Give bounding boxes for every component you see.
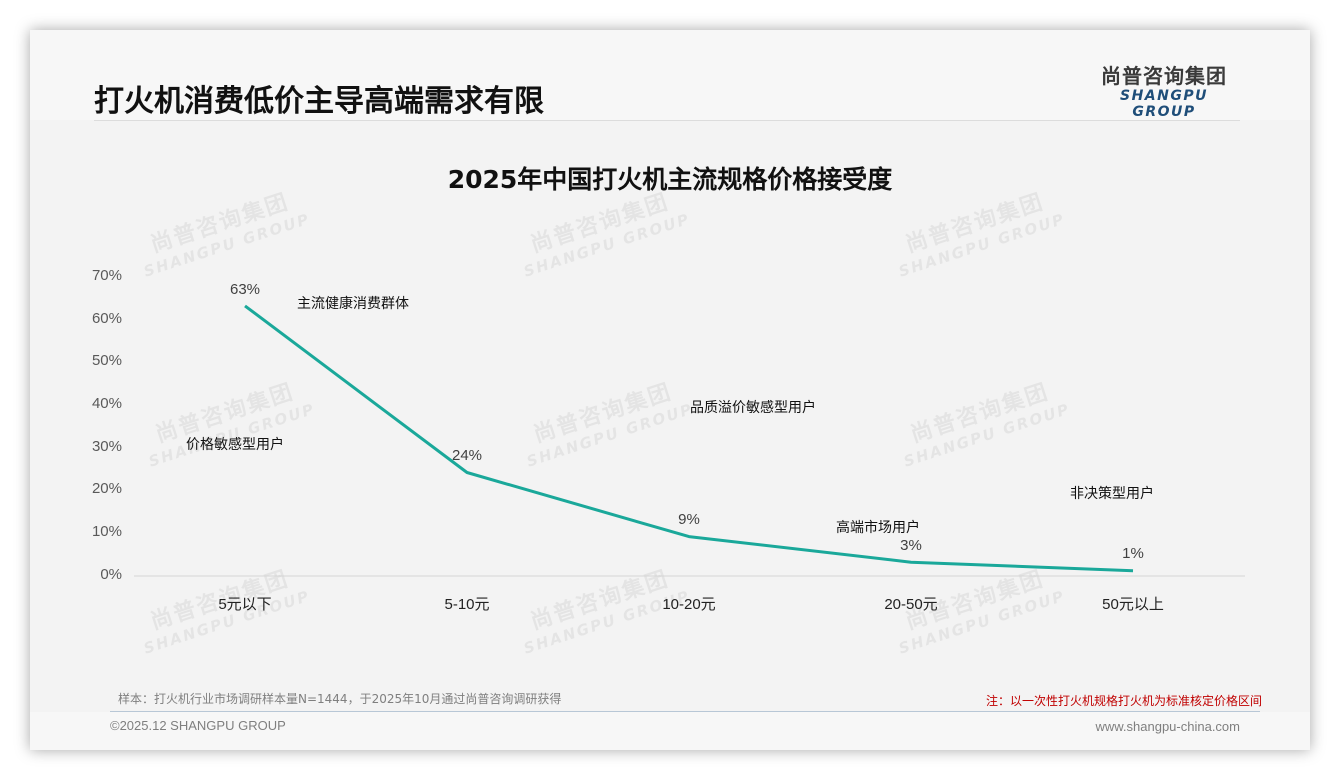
logo-en-text: SHANGPU GROUP [1120,88,1208,120]
series-line [244,304,1134,573]
y-tick: 30% [91,438,122,455]
copyright: ©2025.12 SHANGPU GROUP [110,718,286,733]
y-tick: 50% [91,352,122,369]
data-label: 63% [229,281,261,298]
sample-note: 样本：打火机行业市场调研样本量N=1444，于2025年10月通过尚普咨询调研获… [118,692,562,706]
footer-band [30,712,1310,750]
x-tick: 5-10元 [444,596,490,613]
chart-title: 2025年中国打火机主流规格价格接受度 [447,165,893,194]
header-band [30,30,1310,120]
company-logo: 尚普咨询集团 SHANGPU GROUP [1088,64,1240,120]
title-divider [94,120,1240,121]
annotation-mainstream: 主流健康消费群体 [297,296,409,312]
website-link[interactable]: www.shangpu-china.com [1095,719,1240,734]
data-label: 1% [1122,545,1144,562]
page-title: 打火机消费低价主导高端需求有限 [94,84,544,119]
y-tick: 20% [91,480,122,497]
annotation-high-end: 高端市场用户 [836,520,920,536]
annotation-non-decision: 非决策型用户 [1070,486,1154,502]
price-range-note: 注：以一次性打火机规格打火机为标准核定价格区间 [985,694,1262,708]
y-tick: 10% [91,523,122,540]
y-tick: 70% [91,267,122,284]
y-tick: 0% [100,566,122,583]
data-label: 3% [900,537,922,554]
data-label: 9% [678,511,700,528]
y-tick: 40% [91,395,122,412]
x-tick: 5元以下 [218,596,272,613]
annotation-quality-premium: 品质溢价敏感型用户 [690,400,816,416]
data-label: 24% [451,447,483,464]
x-tick: 10-20元 [662,596,716,613]
line-chart [134,304,1245,577]
x-tick: 50元以上 [1102,596,1164,613]
y-tick: 60% [91,310,122,327]
footer-divider [110,711,1260,712]
slide: 打火机消费低价主导高端需求有限 尚普咨询集团 SHANGPU GROUP 尚普咨… [30,30,1310,750]
logo-cn-text: 尚普咨询集团 [1101,64,1227,88]
x-tick: 20-50元 [884,596,938,613]
annotation-price-sensitive: 价格敏感型用户 [186,437,284,453]
